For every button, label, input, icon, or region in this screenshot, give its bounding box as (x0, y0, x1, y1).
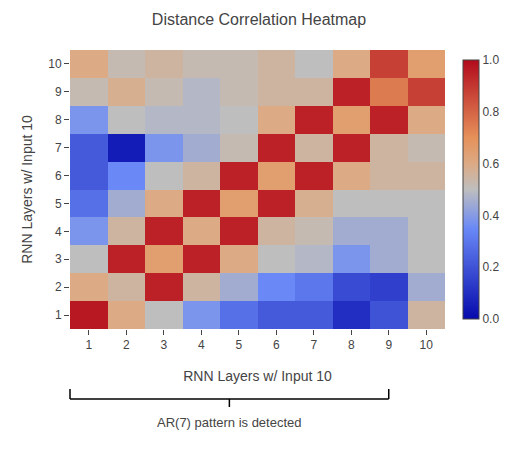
svg-text:8: 8 (55, 113, 62, 127)
svg-text:10: 10 (420, 338, 434, 352)
svg-text:3: 3 (160, 338, 167, 352)
svg-text:1: 1 (85, 338, 92, 352)
svg-text:1: 1 (55, 308, 62, 322)
svg-text:0.2: 0.2 (482, 260, 499, 274)
svg-text:9: 9 (55, 85, 62, 99)
svg-text:RNN Layers w/ Input 10: RNN Layers w/ Input 10 (183, 368, 332, 384)
svg-text:2: 2 (55, 280, 62, 294)
svg-text:5: 5 (235, 338, 242, 352)
svg-text:7: 7 (310, 338, 317, 352)
svg-text:Distance Correlation Heatmap: Distance Correlation Heatmap (152, 11, 366, 28)
svg-text:8: 8 (348, 338, 355, 352)
svg-text:3: 3 (55, 252, 62, 266)
svg-text:2: 2 (123, 338, 130, 352)
svg-text:0.8: 0.8 (482, 105, 499, 119)
svg-text:0.4: 0.4 (482, 209, 499, 223)
svg-text:0.6: 0.6 (482, 157, 499, 171)
svg-text:AR(7) pattern is detected: AR(7) pattern is detected (157, 415, 302, 430)
svg-text:7: 7 (55, 141, 62, 155)
svg-text:0.0: 0.0 (482, 312, 499, 326)
svg-text:6: 6 (273, 338, 280, 352)
svg-text:6: 6 (55, 169, 62, 183)
svg-text:4: 4 (198, 338, 205, 352)
svg-text:4: 4 (55, 225, 62, 239)
svg-text:1.0: 1.0 (482, 53, 499, 67)
svg-text:9: 9 (385, 338, 392, 352)
svg-text:5: 5 (55, 197, 62, 211)
svg-text:RNN Layers w/ Input 10: RNN Layers w/ Input 10 (19, 115, 35, 264)
svg-text:10: 10 (48, 57, 62, 71)
